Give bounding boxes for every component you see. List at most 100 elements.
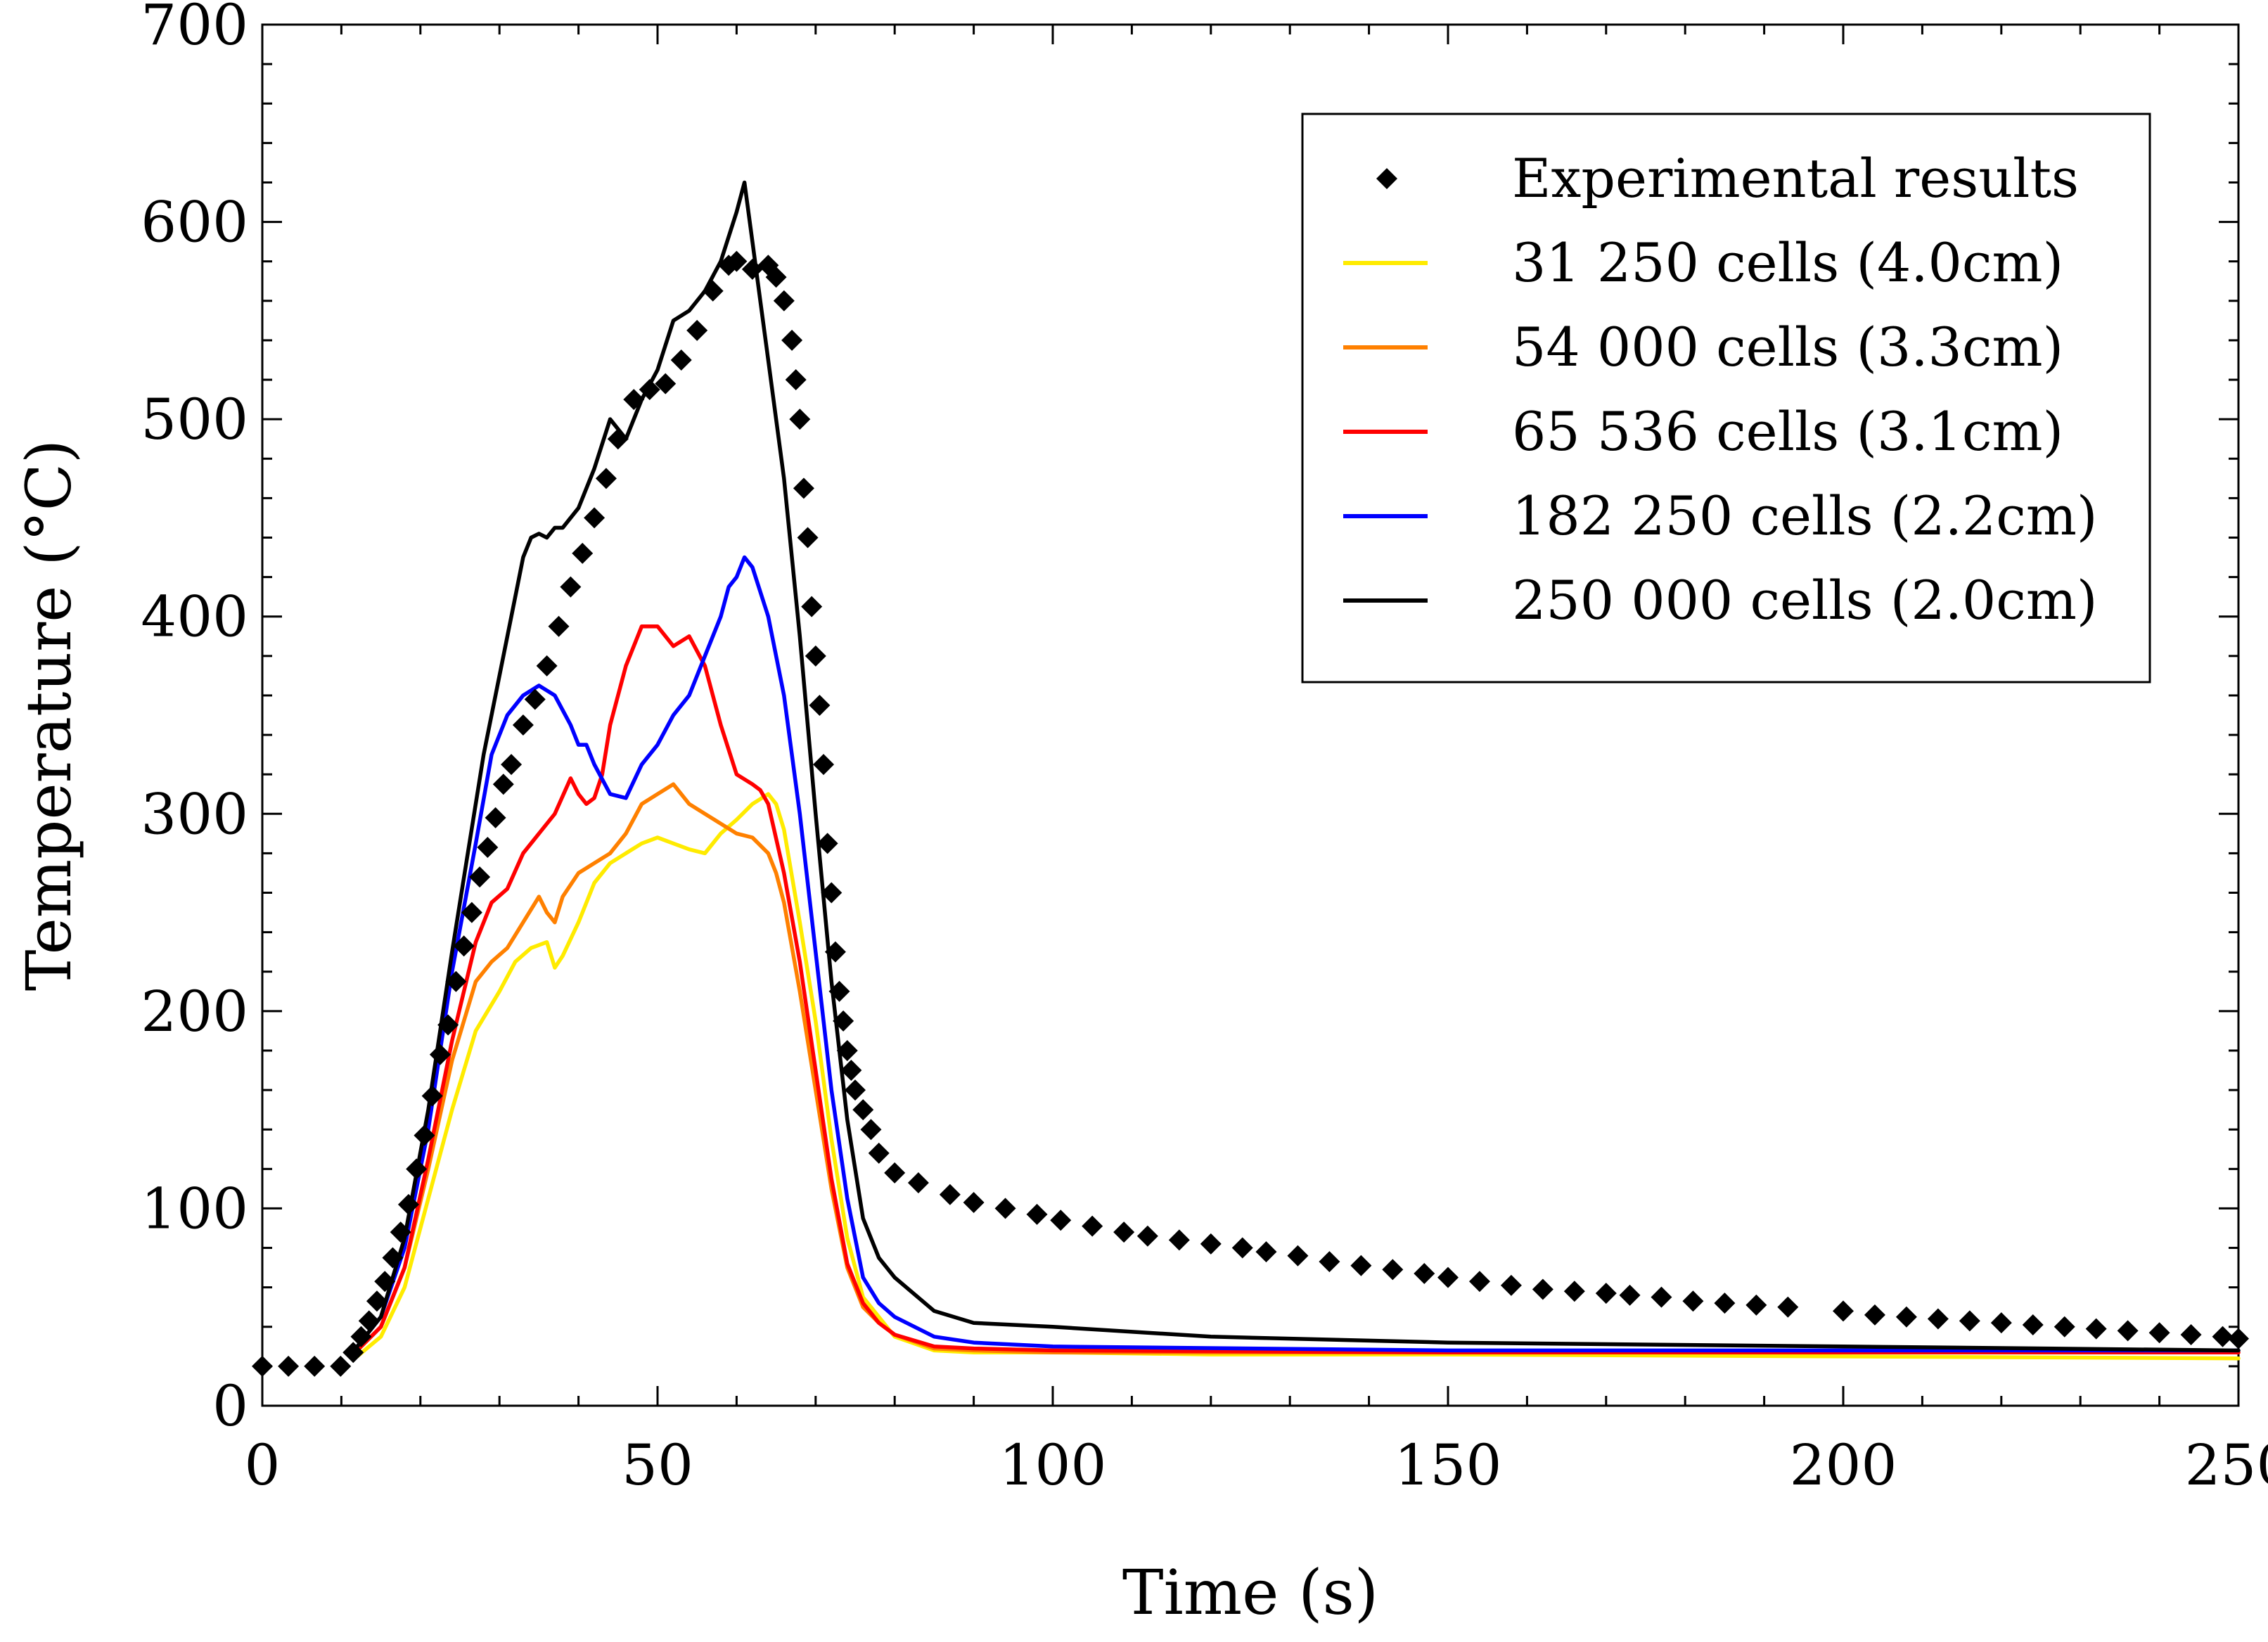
data-point (1414, 1263, 1435, 1285)
data-point (437, 1014, 459, 1036)
data-point (461, 902, 482, 923)
legend-entry-250-000-cells-2-0cm: 250 000 cells (2.0cm) (1343, 569, 2098, 631)
data-point (374, 1271, 396, 1293)
data-point (868, 1142, 890, 1164)
y-tick-label: 700 (141, 0, 248, 58)
data-point (342, 1342, 364, 1364)
data-point (330, 1355, 352, 1377)
data-point (852, 1099, 874, 1121)
data-point (963, 1192, 985, 1214)
legend-marker (1376, 168, 1397, 189)
data-point (548, 615, 570, 637)
y-tick-label: 500 (141, 387, 248, 452)
series-line-182-250-cells-2-2cm (355, 555, 2241, 1353)
series-markers-experimental-results (252, 250, 2249, 1377)
legend-entry-65-536-cells-3-1cm: 65 536 cells (3.1cm) (1343, 400, 2063, 463)
x-tick-label: 0 (245, 1432, 281, 1498)
data-point (773, 290, 795, 312)
data-point (414, 1124, 435, 1146)
data-point (1990, 1312, 2012, 1334)
legend-label: 31 250 cells (4.0cm) (1512, 231, 2063, 294)
y-tick-label: 0 (212, 1373, 248, 1439)
data-point (453, 935, 475, 957)
data-point (382, 1247, 404, 1269)
data-point (845, 1079, 866, 1101)
data-point (1437, 1266, 1459, 1288)
data-point (421, 1085, 443, 1107)
legend-entry-experimental-results: Experimental results (1376, 147, 2079, 210)
data-point (1500, 1274, 1522, 1296)
data-point (801, 596, 823, 617)
data-point (278, 1355, 300, 1377)
data-point (860, 1119, 882, 1141)
data-point (939, 1184, 961, 1205)
data-point (607, 428, 629, 450)
data-point (1619, 1284, 1641, 1306)
data-point (833, 1010, 854, 1032)
data-point (1319, 1251, 1340, 1273)
x-tick-label: 150 (1395, 1432, 1502, 1498)
legend-label: Experimental results (1512, 147, 2079, 210)
data-point (397, 1193, 419, 1215)
data-point (366, 1290, 387, 1312)
data-point (813, 754, 835, 776)
data-point (1714, 1293, 1736, 1314)
legend-label: 65 536 cells (3.1cm) (1512, 400, 2063, 463)
data-point (2180, 1323, 2202, 1345)
legend-label: 250 000 cells (2.0cm) (1512, 569, 2098, 631)
data-point (836, 1039, 858, 1061)
data-point (797, 527, 819, 549)
data-point (524, 688, 546, 710)
data-point (1468, 1271, 1490, 1293)
y-tick-label: 400 (141, 584, 248, 650)
data-point (560, 576, 582, 598)
data-point (639, 379, 660, 401)
data-point (1026, 1203, 1048, 1225)
data-point (1651, 1286, 1672, 1308)
data-point (406, 1158, 428, 1180)
data-point (884, 1162, 906, 1184)
data-point (785, 369, 807, 391)
y-tick-label: 600 (141, 190, 248, 255)
data-point (1382, 1259, 1404, 1281)
data-point (686, 319, 708, 341)
data-point (2085, 1318, 2107, 1340)
legend-entry-31-250-cells-4-0cm: 31 250 cells (4.0cm) (1343, 231, 2063, 294)
data-point (655, 373, 677, 395)
y-tick-label: 300 (141, 781, 248, 847)
data-point (536, 655, 558, 676)
data-point (907, 1172, 929, 1193)
data-point (445, 970, 467, 992)
data-point (726, 250, 748, 272)
data-point (805, 645, 826, 667)
data-point (2212, 1326, 2234, 1347)
data-point (840, 1060, 862, 1082)
data-point (358, 1310, 380, 1332)
data-point (828, 980, 850, 1002)
data-point (1959, 1310, 1980, 1332)
data-point (1563, 1281, 1585, 1302)
data-point (1050, 1210, 1072, 1231)
data-point (1287, 1245, 1309, 1266)
series-line-65-536-cells-3-1cm (355, 624, 2241, 1354)
series-line-250-000-cells-2-0cm (355, 180, 2241, 1353)
data-point (1168, 1229, 1190, 1251)
data-point (765, 267, 787, 288)
data-point (1864, 1304, 1885, 1326)
data-point (1927, 1308, 1949, 1330)
x-axis-label: Time (s) (1122, 1556, 1378, 1629)
data-point (1745, 1294, 1767, 1316)
data-point (572, 542, 594, 564)
legend: Experimental results 31 250 cells (4.0cm)… (1301, 113, 2151, 684)
data-point (994, 1198, 1016, 1219)
data-point (1532, 1278, 1553, 1300)
data-point (501, 754, 523, 776)
legend-entry-54-000-cells-3-3cm: 54 000 cells (3.3cm) (1343, 316, 2063, 378)
ticks-layer (261, 23, 2240, 1407)
y-tick-label: 100 (141, 1176, 248, 1241)
data-point (584, 507, 606, 529)
data-point (2022, 1314, 2044, 1335)
data-point (429, 1044, 451, 1065)
legend-label: 54 000 cells (3.3cm) (1512, 316, 2063, 378)
